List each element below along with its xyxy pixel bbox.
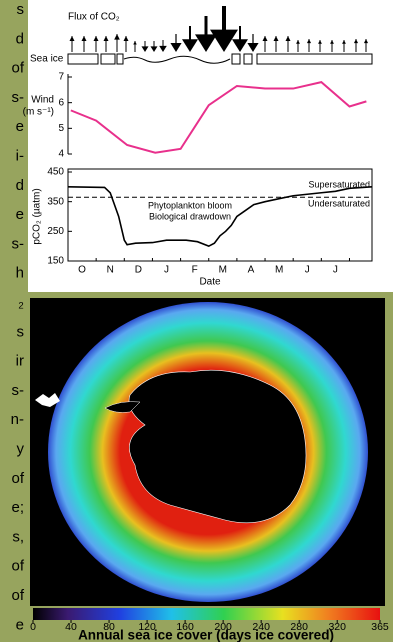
body-text-fragment: of: [11, 558, 24, 575]
flux-arrowhead: [318, 40, 322, 44]
flux-arrowhead: [262, 36, 268, 41]
x-tick-label: M: [275, 265, 283, 276]
colorbar-tick-label: 280: [290, 621, 308, 633]
flux-arrowhead: [103, 36, 109, 41]
antarctica: [128, 369, 307, 524]
body-text-fragment: e: [16, 616, 24, 633]
body-text-fragment: s: [17, 323, 25, 340]
x-tick-label: O: [78, 265, 86, 276]
flux-arrowhead: [330, 40, 334, 44]
x-tick-label: F: [192, 265, 198, 276]
y-tick-label: 5: [58, 123, 64, 134]
flux-arrowhead: [273, 36, 279, 41]
flux-arrowhead: [247, 43, 259, 52]
y-axis-label: (m s⁻¹): [23, 107, 54, 118]
body-text-fragment: i-: [16, 147, 24, 164]
body-text-fragment: h: [16, 265, 24, 282]
annotation: Supersaturated: [308, 180, 370, 190]
body-text-fragment: d: [16, 30, 24, 47]
body-text-fragment: ir: [16, 353, 24, 370]
y-axis-label: Wind: [31, 95, 54, 106]
flux-arrowhead: [150, 46, 158, 52]
body-text-fragment: s: [17, 1, 25, 18]
x-tick-label: M: [219, 265, 227, 276]
body-text-fragment: s-: [12, 382, 25, 399]
y-tick-label: 450: [47, 167, 64, 178]
x-tick-label: J: [305, 265, 310, 276]
y-tick-label: 350: [47, 196, 64, 207]
y-tick-label: 250: [47, 226, 64, 237]
body-text-fragment: s,: [12, 528, 24, 545]
plot-frame: [67, 168, 373, 262]
annotation: Biological drawdown: [149, 212, 231, 222]
flux-arrowhead: [210, 29, 238, 52]
body-text-fragment: d: [16, 177, 24, 194]
data-line: [67, 186, 373, 248]
flux-arrowhead: [81, 36, 87, 41]
x-axis-label: Date: [199, 277, 221, 288]
colorbar: [33, 608, 380, 620]
flux-arrowhead: [342, 40, 346, 44]
colorbar-tick-label: 120: [138, 621, 156, 633]
colorbar-tick-label: 80: [103, 621, 115, 633]
flux-arrowhead: [133, 41, 137, 45]
body-text-fragment: of: [11, 470, 24, 487]
colorbar-tick-label: 365: [371, 621, 389, 633]
sea-ice-strip: [67, 53, 373, 65]
flux-arrowhead: [285, 36, 291, 41]
x-tick-label: J: [333, 265, 338, 276]
flux-arrowhead: [182, 39, 198, 52]
body-text-fragment: ₂: [18, 294, 24, 311]
flux-arrowhead: [353, 39, 359, 44]
body-text-fragment: e;: [11, 499, 24, 516]
flux-arrowhead: [195, 34, 217, 52]
y-tick-label: 150: [47, 256, 64, 267]
south-america-tip: [35, 393, 60, 407]
colorbar-tick-label: 200: [214, 621, 232, 633]
x-tick-label: A: [248, 265, 255, 276]
flux-arrowhead: [159, 45, 167, 52]
flux-arrowhead: [232, 39, 248, 52]
body-text-fragment: e: [16, 206, 24, 223]
body-text-fragment: e: [16, 118, 24, 135]
x-tick-label: J: [164, 265, 169, 276]
x-tick-label: D: [135, 265, 142, 276]
flux-arrowhead: [363, 39, 369, 44]
flux-arrowhead: [306, 39, 312, 44]
y-tick-label: 6: [58, 97, 64, 108]
colorbar-tick-label: 160: [176, 621, 194, 633]
flux-arrowhead: [93, 36, 99, 41]
y-tick-label: 7: [58, 72, 64, 83]
flux-arrowhead: [296, 40, 300, 44]
flux-arrowhead: [114, 34, 120, 40]
colorbar-tick-label: 40: [65, 621, 77, 633]
colorbar-tick-label: 240: [252, 621, 270, 633]
body-text-fragment: of: [11, 60, 24, 77]
y-axis-label: pCO₂ (µatm): [32, 188, 43, 244]
annotation: Undersaturated: [308, 199, 370, 209]
body-text-fragment: s-: [12, 235, 25, 252]
colorbar-tick-label: 320: [328, 621, 346, 633]
flux-arrowhead: [170, 43, 182, 52]
flux-label: Flux of CO₂: [68, 12, 120, 23]
body-text-fragment: y: [17, 440, 25, 457]
peninsula: [104, 401, 141, 413]
x-tick-label: N: [107, 265, 114, 276]
annotation: Phytoplankton bloom: [148, 201, 232, 211]
colorbar-tick-label: 0: [30, 621, 36, 633]
y-tick-label: 4: [58, 149, 64, 160]
body-text-fragment: s-: [12, 89, 25, 106]
body-text-fragment: n-: [11, 411, 24, 428]
sea-ice-label: Sea ice: [30, 54, 64, 65]
colorbar-label: Annual sea ice cover (days ice covered): [78, 628, 334, 642]
data-line: [70, 81, 367, 154]
body-text-fragment: of: [11, 587, 24, 604]
flux-arrowhead: [69, 36, 75, 41]
flux-arrowhead: [141, 46, 149, 52]
flux-arrows: [69, 6, 369, 52]
flux-arrowhead: [123, 36, 129, 41]
